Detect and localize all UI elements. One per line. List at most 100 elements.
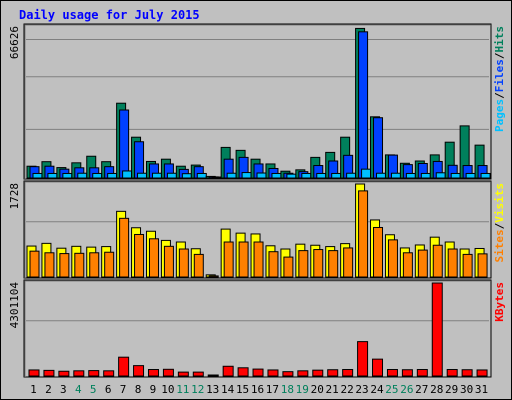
bar-pages [77,172,88,179]
bar-kbytes [88,370,100,377]
bar-kbytes [297,370,309,377]
bar-sites [462,253,473,278]
bar-sites [29,250,40,278]
bar-pages [32,172,43,179]
x-tick-label: 21 [326,383,339,396]
bar-sites [268,251,279,278]
bar-pages [181,173,192,179]
x-tick-label: 20 [311,383,324,396]
bar-kbytes [446,369,458,377]
bar-pages [316,172,327,179]
bar-sites [74,252,85,278]
bar-kbytes [312,369,324,377]
bar-sites [402,252,413,278]
bar-sites [298,250,309,278]
x-tick-label: 30 [460,383,473,396]
legend-requests: Pages/Files/Hits [493,26,506,132]
bar-pages [107,172,118,179]
bar-kbytes [357,341,369,377]
y-max-label: 1728 [8,183,21,210]
bar-pages [47,172,58,179]
x-tick-label: 5 [90,383,97,396]
x-tick-label: 7 [120,383,127,396]
bar-pages [211,176,222,179]
bar-kbytes [267,369,279,377]
bar-kbytes [401,369,413,377]
legend-item: / [493,222,506,229]
x-tick-label: 4 [75,383,82,396]
bar-pages [346,172,357,179]
bar-kbytes [416,369,428,377]
legend-visitors: Sites/Visits [493,183,506,263]
legend-text: KBytes [493,282,506,322]
bar-kbytes [327,369,339,377]
legend-item: / [493,52,506,59]
bar-sites [44,252,55,278]
bar-sites [193,253,204,278]
x-tick-label: 2 [45,383,52,396]
bar-sites [328,250,339,278]
bar-pages [376,172,387,179]
bar-pages [196,172,207,179]
x-tick-label: 22 [340,383,353,396]
bar-pages [241,172,252,179]
bar-kbytes [252,368,264,377]
bar-sites [253,241,264,278]
bar-sites [223,241,234,278]
bar-kbytes [237,367,249,377]
x-tick-label: 8 [135,383,142,396]
bar-kbytes [386,369,398,377]
bar-kbytes [342,369,354,377]
legend-text: Pages/Files/Hits [493,26,506,132]
bar-sites [283,256,294,278]
panel-requests [23,23,492,180]
bar-sites [178,248,189,278]
x-tick-label: 23 [355,383,368,396]
bar-kbytes [103,370,115,377]
legend-item: / [493,92,506,99]
bar-sites [104,251,115,278]
bar-pages [151,172,162,179]
x-tick-label: 9 [150,383,157,396]
x-tick-label: 28 [430,383,443,396]
bar-kbytes [476,369,488,377]
bar-kbytes [58,370,70,377]
bar-sites [432,244,443,278]
bar-pages [62,172,73,179]
legend-item: Files [493,59,506,92]
bar-pages [122,170,133,179]
x-tick-label: 16 [251,383,264,396]
legend-item: Visits [493,183,506,223]
x-tick-label: 29 [445,383,458,396]
bar-kbytes [73,370,85,377]
bar-kbytes [431,282,443,377]
bar-sites [313,249,324,278]
bar-kbytes [192,371,204,377]
legend-item: Pages [493,99,506,132]
bar-sites [238,241,249,278]
bar-files [373,117,384,179]
bar-files [119,109,130,179]
x-tick-label: 6 [105,383,112,396]
bar-sites [148,238,159,278]
x-tick-label: 18 [281,383,294,396]
x-tick-label: 10 [161,383,174,396]
bar-pages [361,168,372,179]
legend-text: Sites/Visits [493,183,506,263]
x-tick-label: 25 [385,383,398,396]
bar-kbytes [207,374,219,377]
bar-sites [373,226,384,278]
bar-pages [92,172,103,179]
x-tick-label: 14 [221,383,235,396]
bar-kbytes [133,365,145,377]
x-tick-label: 17 [266,383,279,396]
bar-pages [390,172,401,179]
y-max-label: 66626 [8,26,21,59]
bar-sites [477,253,488,278]
bar-pages [166,172,177,179]
bar-kbytes [282,371,294,377]
bar-sites [134,233,145,278]
bar-kbytes [162,368,174,377]
bar-pages [480,172,491,179]
